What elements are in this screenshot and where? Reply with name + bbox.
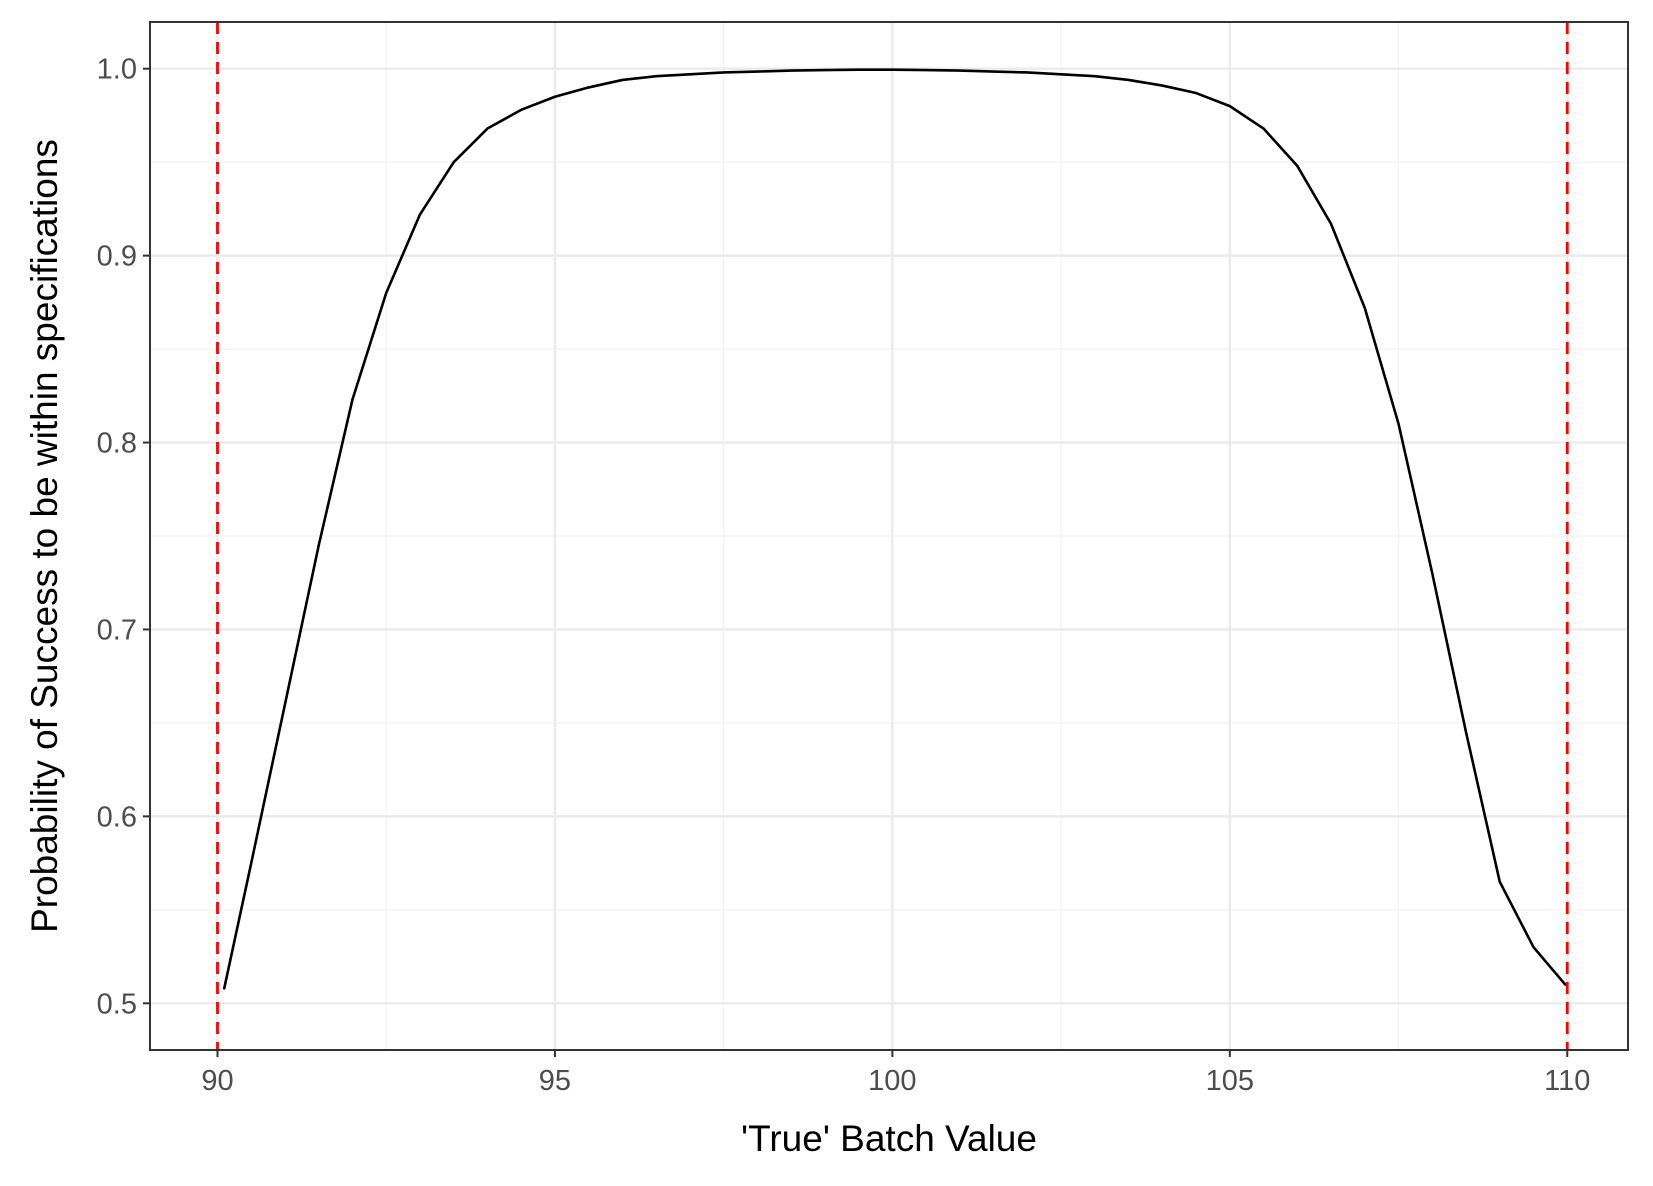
minor-gridlines [150, 22, 1628, 1050]
major-gridlines [150, 22, 1628, 1050]
y-tick-label: 0.7 [97, 614, 137, 646]
y-tick-label: 0.9 [97, 241, 137, 273]
y-tick-label: 0.6 [97, 801, 137, 833]
x-tick-label: 105 [1206, 1065, 1254, 1097]
x-tick-label: 90 [201, 1065, 233, 1097]
plot-panel-border [149, 21, 1629, 1051]
y-tick-label: 1.0 [97, 54, 137, 86]
x-axis-title: 'True' Batch Value [741, 1118, 1037, 1159]
y-axis-title: Probability of Success to be within spec… [24, 139, 65, 933]
reference-lines [216, 22, 1569, 1050]
x-tick-label: 100 [868, 1065, 916, 1097]
x-tick-label: 110 [1544, 1065, 1590, 1097]
x-tick-label: 95 [539, 1065, 571, 1097]
series-line [222, 68, 1567, 990]
y-tick-label: 0.5 [97, 988, 137, 1020]
x-axis: 90 95 100 105 110 [201, 1050, 1590, 1097]
y-axis: 0.5 0.6 0.7 0.8 0.9 1.0 [97, 54, 150, 1020]
y-tick-label: 0.8 [97, 428, 137, 460]
series-layer [222, 68, 1567, 990]
